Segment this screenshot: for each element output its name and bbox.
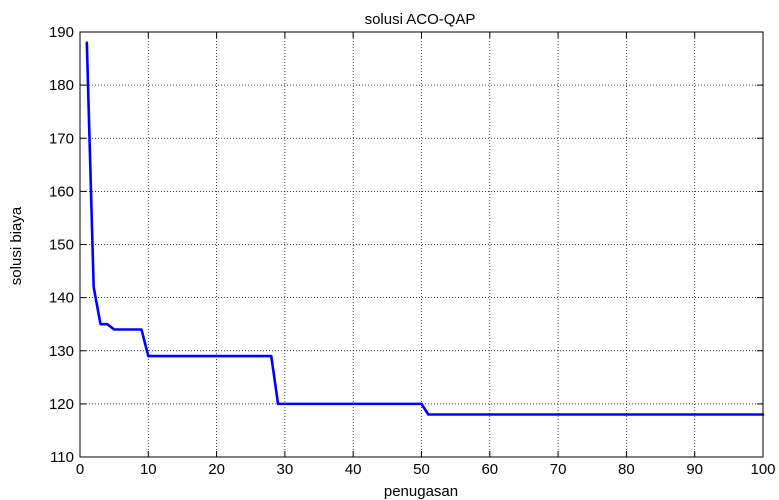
x-tick-label: 60 [481,461,498,478]
x-axis-label: penugasan [384,483,458,500]
x-tick-label: 80 [618,461,635,478]
x-tick-label: 0 [76,461,84,478]
y-tick-label: 170 [49,130,74,147]
plot-frame [79,31,764,458]
x-tick-label: 50 [413,461,430,478]
x-tick-label: 20 [208,461,225,478]
y-tick-label: 150 [49,237,74,254]
y-tick-label: 180 [49,77,74,94]
y-tick-label: 130 [49,343,74,360]
series-layer [85,41,765,416]
y-tick-label: 140 [49,290,74,307]
x-tick-label: 30 [277,461,294,478]
y-axis-label: solusi biaya [8,206,25,285]
x-tick-label: 70 [550,461,567,478]
x-tick-label: 90 [686,461,703,478]
x-tick-label: 40 [345,461,362,478]
y-tick-label: 160 [49,183,74,200]
x-tick-label: 10 [140,461,157,478]
chart-title: solusi ACO-QAP [365,11,476,28]
grid [80,32,763,457]
y-tick-labels: 110 120 130 140 150 160 170 180 190 [49,24,74,466]
x-tick-labels: 0 10 20 30 40 50 60 70 80 90 100 [76,461,776,478]
y-tick-label: 110 [50,449,74,466]
x-tick-label: 100 [750,461,775,478]
y-tick-label: 190 [49,24,74,41]
series-line-0 [85,41,765,416]
y-tick-label: 120 [49,396,74,413]
